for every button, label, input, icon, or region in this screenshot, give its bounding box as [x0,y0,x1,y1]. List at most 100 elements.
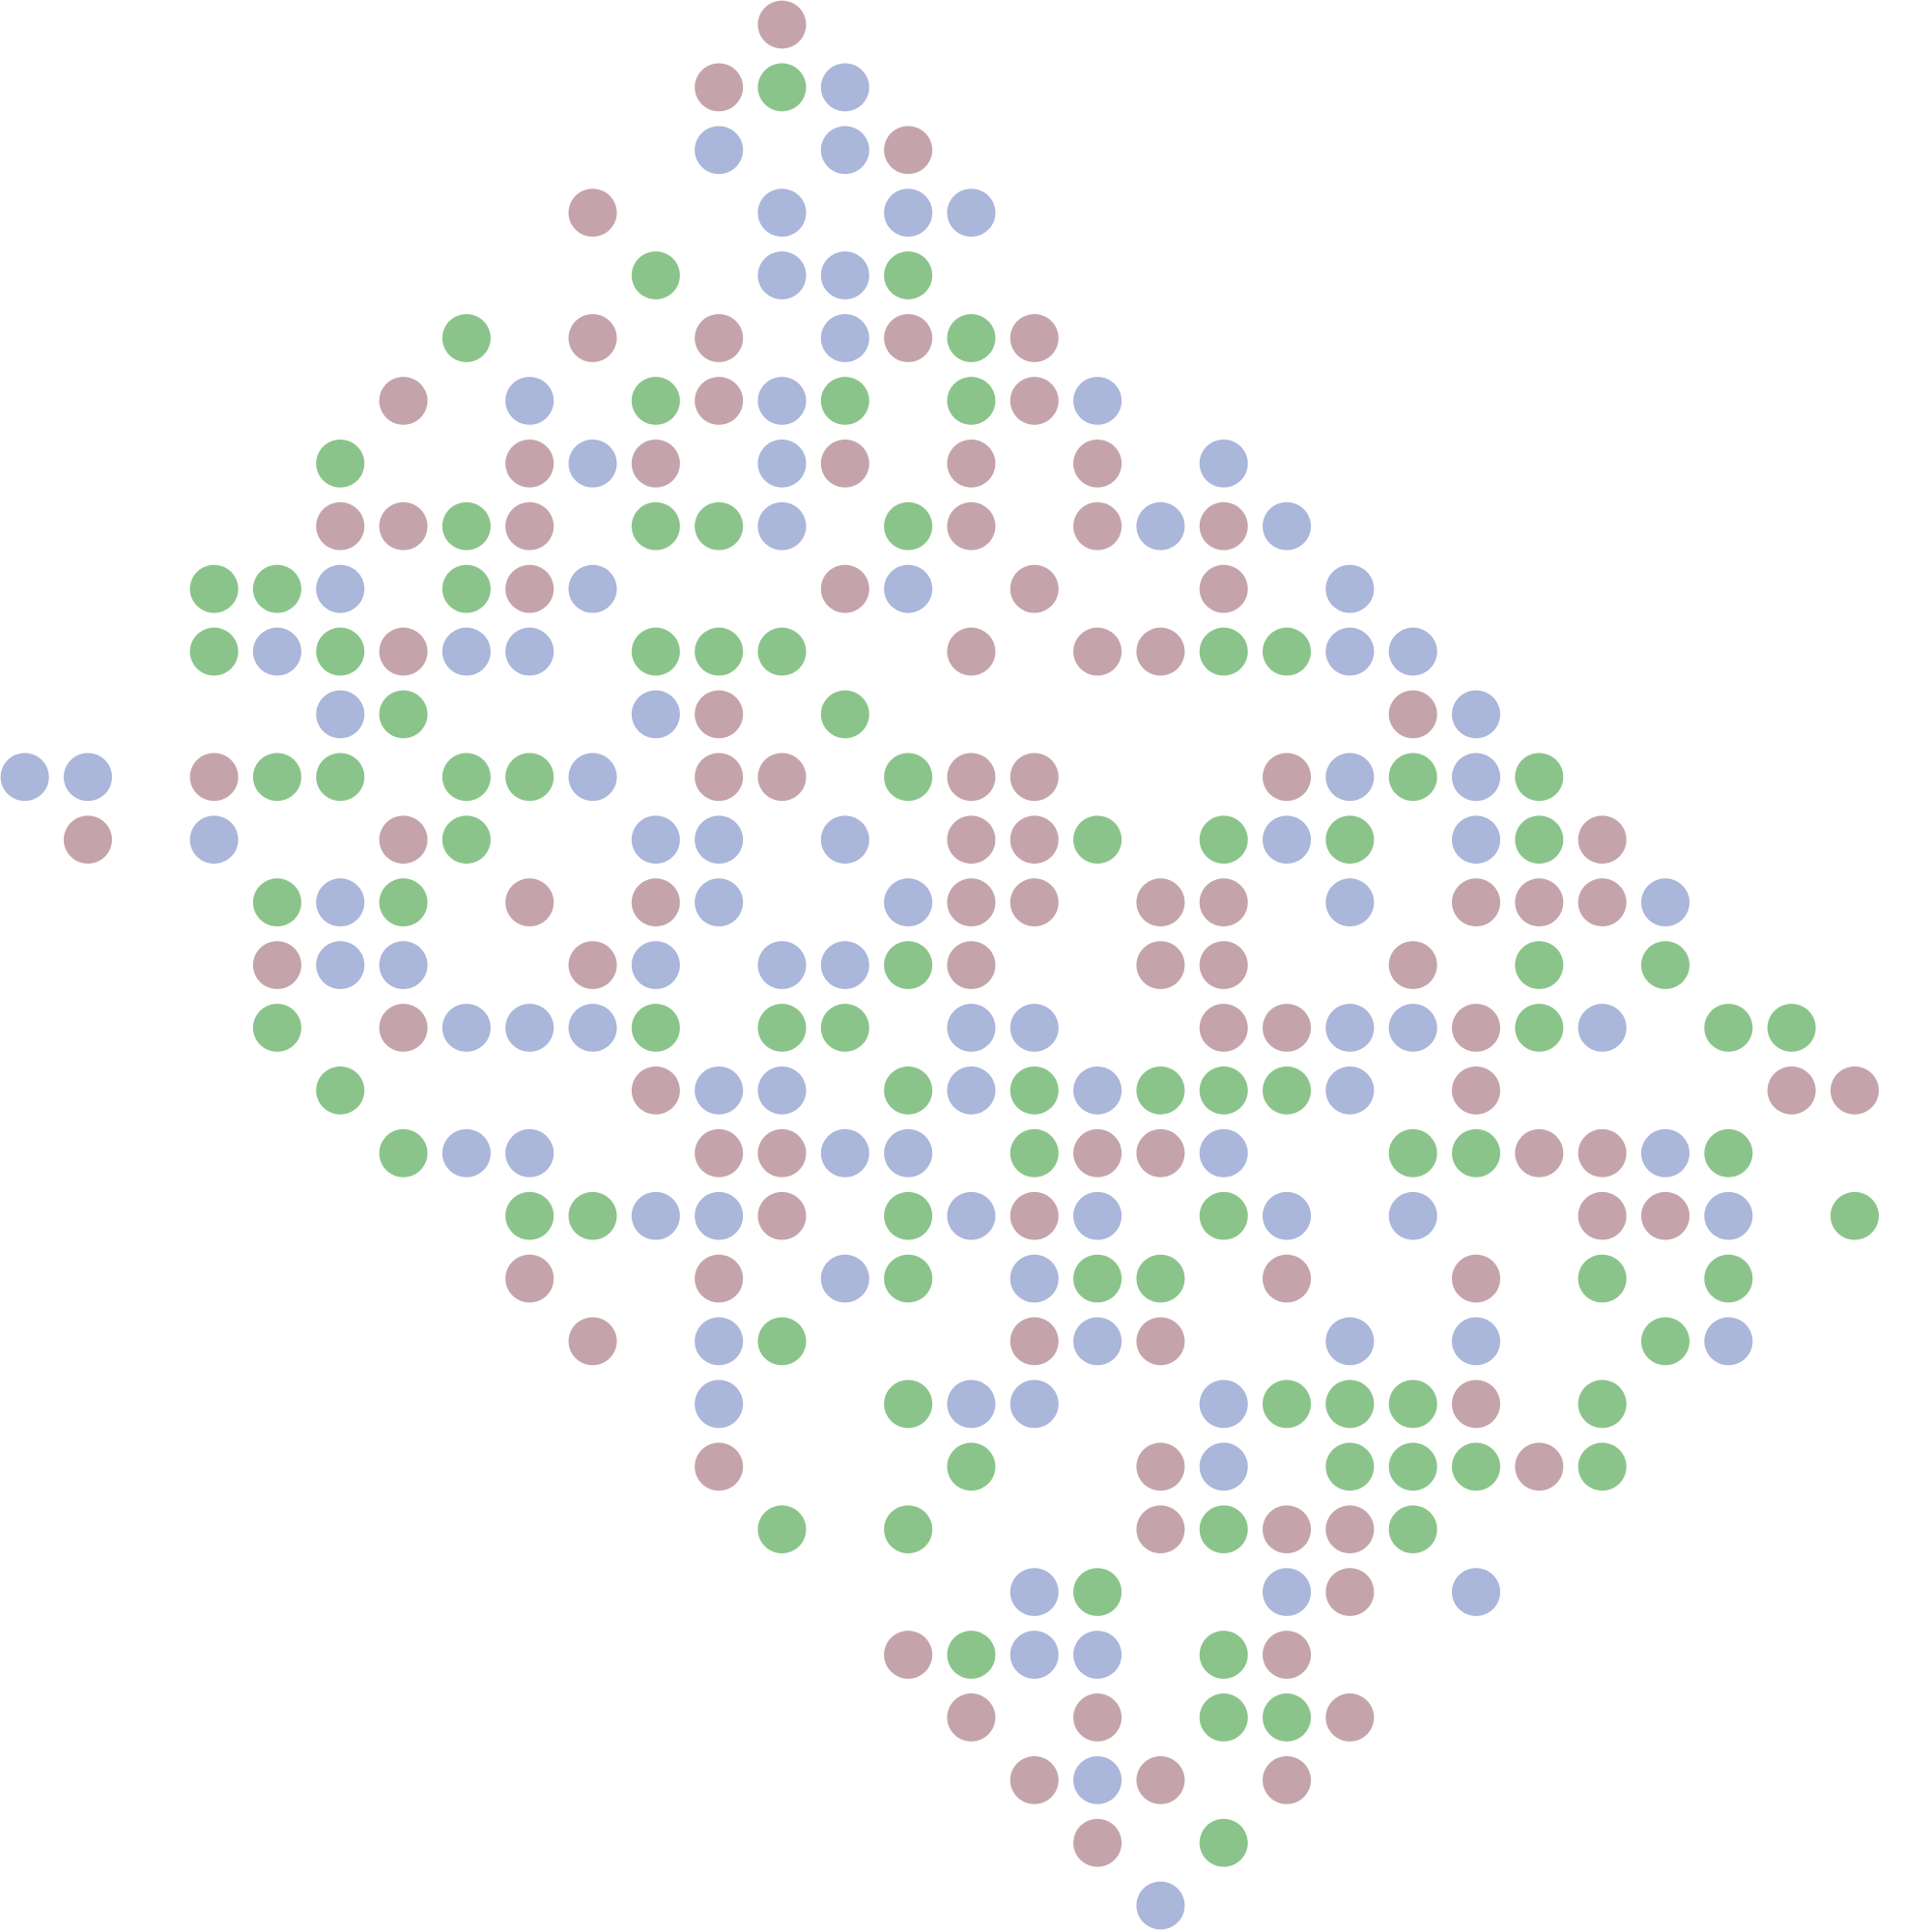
dot [1388,1505,1437,1554]
dot [947,439,996,488]
dot [316,564,365,613]
dot [1388,627,1437,676]
dot [695,63,744,112]
dot [695,501,744,551]
dot [1325,1066,1375,1115]
dot [1640,941,1690,989]
dot [1325,564,1375,613]
dot [1388,753,1437,802]
dot [631,941,680,989]
dot [1452,1128,1501,1178]
dot [1577,1128,1627,1178]
dot [379,1128,428,1178]
dot [1263,1755,1312,1804]
dot [947,941,996,989]
dot [1009,1066,1059,1115]
dot [1263,1191,1312,1240]
dot [1515,1442,1564,1492]
dot [884,1066,933,1115]
dot [947,1693,996,1742]
dot [1199,1128,1248,1178]
dot [695,1442,744,1492]
dot [1199,501,1248,551]
dot [1073,1693,1122,1742]
dot [1009,1004,1059,1052]
dot [252,753,301,802]
dot [379,941,428,989]
dot [1325,815,1375,865]
dot [947,1066,996,1115]
dot [631,439,680,488]
dot [1073,1128,1122,1178]
dot [1388,690,1437,739]
dot [820,815,869,865]
dot [1073,501,1122,551]
dot [757,63,807,112]
dot [1073,439,1122,488]
dot [884,1631,933,1679]
dot [1009,878,1059,926]
dot [1515,753,1564,802]
dot [1515,1128,1564,1178]
dot [1263,815,1312,865]
dot [631,251,680,299]
dot [1009,1568,1059,1616]
dot [252,627,301,676]
dot [63,815,112,865]
dot [505,1004,554,1052]
dot [189,564,239,613]
dot [695,753,744,802]
dot [820,314,869,362]
dot [1263,1693,1312,1742]
dot [1704,1004,1753,1052]
dot [316,1066,365,1115]
dot [1704,1191,1753,1240]
dot [695,627,744,676]
dot [1263,1066,1312,1115]
dot [695,1379,744,1429]
dot [1767,1004,1816,1052]
dot [1704,1128,1753,1178]
dot [1073,815,1122,865]
dot [695,1254,744,1303]
dot [695,1066,744,1115]
dot [631,1066,680,1115]
dot [252,878,301,926]
dot [820,251,869,299]
dot [379,501,428,551]
dot [1136,1755,1185,1804]
dot [1388,1379,1437,1429]
dot [1452,815,1501,865]
dot [820,126,869,175]
dot [1199,1693,1248,1742]
dot [568,941,617,989]
dot [505,377,554,425]
dot [1263,753,1312,802]
dot [695,1317,744,1366]
dot [316,753,365,802]
dot [63,753,112,802]
dot [1136,878,1185,926]
dot [441,1128,491,1178]
dot [884,753,933,802]
dot [884,1379,933,1429]
dot [757,1004,807,1052]
dot [757,251,807,299]
dot [1073,377,1122,425]
dot [1325,1505,1375,1554]
dot [1577,1254,1627,1303]
dot [1073,1191,1122,1240]
dot [505,753,554,802]
dot [1704,1254,1753,1303]
dot [379,878,428,926]
dot [1136,1254,1185,1303]
dot [820,564,869,613]
dot [1073,1317,1122,1366]
dot [505,564,554,613]
dot [505,878,554,926]
dot [1073,1755,1122,1804]
dot [1452,878,1501,926]
dot [1009,815,1059,865]
dot [1640,1317,1690,1366]
